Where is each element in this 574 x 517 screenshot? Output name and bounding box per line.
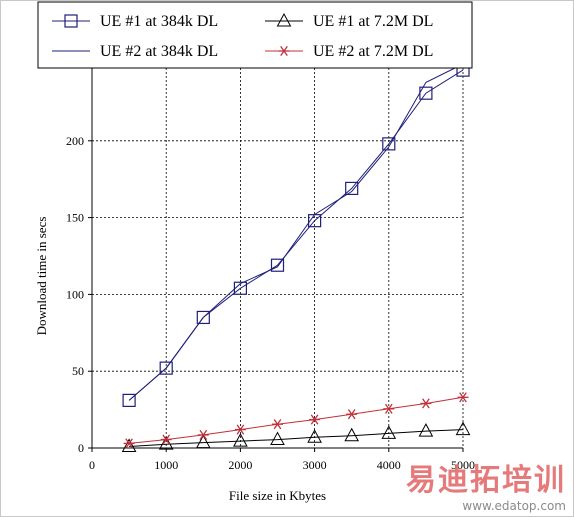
data-point-square (382, 137, 396, 151)
data-point-asterisk (383, 403, 395, 414)
series-4 (123, 392, 469, 449)
y-tick-label: 0 (78, 441, 84, 455)
data-point-triangle (276, 12, 292, 27)
y-tick-label: 200 (66, 134, 84, 148)
data-point-triangle (233, 433, 248, 447)
data-point-triangle (344, 427, 360, 442)
x-tick-label: 4000 (377, 458, 401, 472)
data-point-asterisk (123, 438, 135, 449)
tick-labels: 0 1000 2000 3000 4000 5000 0 50 100 150 200 (66, 134, 475, 472)
x-tick-label: 5000 (451, 458, 475, 472)
legend-item-4: UE #2 at 7.2M DL (265, 43, 433, 60)
y-tick-label: 150 (66, 211, 84, 225)
data-point-square (64, 14, 78, 28)
legend-label: UE #2 at 7.2M DL (313, 43, 433, 60)
data-point-asterisk (278, 45, 290, 57)
data-point-triangle (381, 425, 397, 439)
legend-label: UE #1 at 7.2M DL (313, 13, 433, 30)
asterisk-stroke (310, 414, 319, 425)
x-tick-label: 0 (89, 458, 95, 472)
series-line (129, 396, 464, 444)
y-tick-label: 50 (72, 364, 84, 378)
data-point-triangle (270, 431, 285, 446)
legend-item-2: UE #1 at 7.2M DL (265, 12, 433, 30)
x-tick-label: 1000 (154, 458, 178, 472)
data-point-asterisk (346, 409, 358, 420)
data-point-asterisk (457, 392, 469, 403)
data-point-asterisk (420, 398, 432, 409)
x-tick-label: 3000 (303, 458, 327, 472)
asterisk-stroke (422, 398, 430, 409)
data-point-square (196, 310, 210, 325)
data-point-square (270, 258, 285, 272)
x-axis-title: File size in Kbytes (229, 488, 326, 503)
legend-item-3: UE #2 at 384k DL (52, 43, 218, 60)
watermark-logo: 易迪拓培训 (406, 463, 566, 498)
asterisk-stroke (236, 424, 245, 435)
data-series (121, 63, 471, 452)
data-point-triangle (121, 438, 137, 452)
legend-box (37, 1, 473, 69)
data-point-square (233, 281, 247, 295)
watermark-url: www.edatop.com (462, 499, 566, 513)
data-point-asterisk (234, 424, 246, 435)
watermark: 易迪拓培训 www.edatop.com (406, 455, 566, 513)
data-point-triangle (418, 423, 434, 437)
y-axis-title: Download time in secs (34, 217, 49, 336)
asterisk-stroke (125, 438, 133, 449)
data-point-asterisk (160, 434, 172, 445)
axes (91, 64, 463, 449)
asterisk-stroke (162, 434, 171, 445)
data-point-asterisk (272, 419, 283, 430)
asterisk-stroke (384, 403, 393, 414)
legend-label: UE #2 at 384k DL (100, 43, 218, 60)
x-tick-label: 2000 (228, 458, 252, 472)
series-1 (122, 63, 470, 407)
legend: UE #1 at 384k DL UE #1 at 7.2M DL UE #2 at… (37, 1, 473, 69)
data-point-square (159, 361, 173, 375)
legend-label: UE #1 at 384k DL (100, 13, 218, 30)
series-3 (128, 63, 464, 401)
asterisk-stroke (347, 409, 356, 420)
data-point-triangle (455, 421, 471, 436)
asterisk-stroke (273, 419, 282, 430)
series-line (129, 429, 464, 447)
legend-item-1: UE #1 at 384k DL (52, 13, 218, 30)
data-point-triangle (195, 434, 211, 449)
y-tick-label: 100 (66, 287, 84, 301)
data-point-square (122, 393, 136, 407)
data-point-triangle (307, 429, 322, 443)
data-point-square (345, 181, 359, 196)
asterisk-stroke (459, 392, 467, 403)
data-point-asterisk (197, 429, 209, 440)
series-2 (121, 421, 471, 452)
data-point-asterisk (309, 414, 321, 425)
asterisk-stroke (280, 45, 288, 57)
grid (92, 64, 464, 448)
asterisk-stroke (199, 429, 208, 440)
series-line (128, 63, 464, 401)
